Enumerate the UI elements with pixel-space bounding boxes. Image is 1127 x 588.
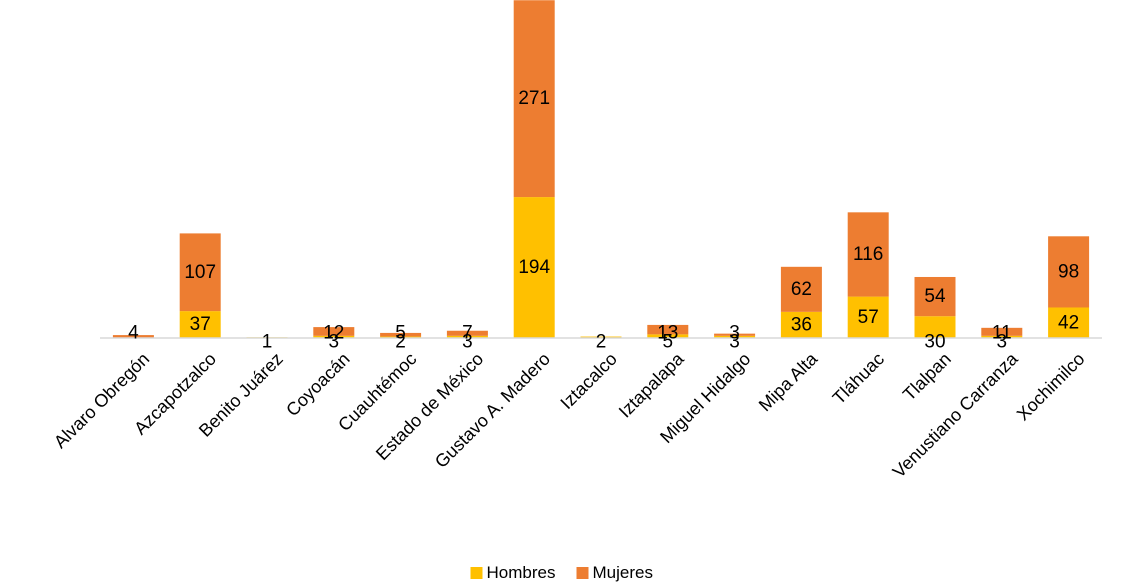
data-label-hombres-2: 1: [262, 332, 273, 353]
data-label-hombres-6: 194: [518, 257, 550, 278]
bar-mujeres-6: [513, 0, 555, 198]
bar-hombres-3: [313, 335, 355, 338]
bar-hombres-14: [1048, 307, 1090, 338]
bar-mujeres-12: [914, 276, 956, 317]
bar-mujeres-9: [714, 333, 756, 336]
data-label-hombres-7: 2: [596, 332, 607, 353]
bar-hombres-8: [647, 334, 689, 338]
bar-mujeres-1: [179, 233, 221, 312]
data-label-hombres-1: 37: [190, 314, 211, 335]
bar-mujeres-5: [446, 330, 488, 336]
data-label-hombres-4: 2: [395, 332, 406, 353]
data-label-mujeres-3: 12: [323, 323, 344, 344]
data-label-mujeres-0: 4: [128, 323, 139, 344]
data-label-hombres-12: 30: [924, 332, 945, 353]
data-label-mujeres-12: 54: [924, 286, 946, 307]
bar-mujeres-4: [380, 332, 422, 337]
legend-swatch-mujeres: [576, 567, 589, 579]
data-label-mujeres-14: 98: [1058, 261, 1079, 282]
data-label-mujeres-11: 116: [853, 244, 883, 265]
bar-mujeres-14: [1048, 236, 1090, 308]
bar-hombres-13: [981, 335, 1023, 338]
bar-hombres-12: [914, 316, 956, 338]
bar-mujeres-3: [313, 327, 355, 336]
bar-hombres-11: [847, 296, 889, 338]
data-label-mujeres-4: 5: [395, 323, 406, 344]
data-label-mujeres-8: 13: [657, 323, 678, 344]
data-label-mujeres-10: 62: [791, 279, 812, 300]
legend-swatch-hombres: [470, 567, 483, 579]
bar-mujeres-0: [112, 335, 154, 338]
data-label-hombres-3: 3: [329, 332, 340, 353]
category-label-11: Tláhuac: [829, 349, 888, 408]
data-label-hombres-8: 5: [663, 332, 674, 353]
data-label-hombres-14: 42: [1058, 312, 1079, 333]
bar-mujeres-13: [981, 327, 1023, 336]
data-label-hombres-11: 57: [858, 307, 879, 328]
category-label-13: Venustiano Carranza: [889, 348, 1023, 482]
bar-mujeres-11: [847, 212, 889, 297]
data-label-mujeres-5: 7: [462, 323, 473, 344]
data-label-mujeres-1: 107: [184, 262, 216, 283]
bar-hombres-6: [513, 197, 555, 338]
category-label-12: Tlalpan: [899, 349, 955, 405]
category-label-0: Alvaro Obregón: [50, 349, 153, 452]
data-label-hombres-13: 3: [997, 332, 1008, 353]
data-label-hombres-5: 3: [462, 332, 473, 353]
data-label-hombres-9: 3: [729, 332, 740, 353]
category-label-7: Iztacalco: [556, 349, 620, 413]
bar-hombres-1: [179, 311, 221, 338]
category-label-10: Mipa Alta: [755, 348, 822, 415]
bar-mujeres-10: [780, 266, 822, 312]
data-label-mujeres-9: 3: [729, 323, 740, 344]
category-label-14: Xochimilco: [1013, 349, 1089, 425]
bars-layer: [112, 0, 1090, 338]
data-label-hombres-10: 36: [791, 314, 812, 335]
data-label-mujeres-13: 11: [992, 323, 1012, 344]
legend: Hombres Mujeres: [470, 563, 653, 582]
category-label-3: Coyoacán: [282, 349, 353, 420]
bar-hombres-5: [446, 335, 488, 338]
bar-mujeres-8: [647, 324, 689, 335]
category-label-6: Gustavo A. Madero: [431, 349, 554, 472]
legend-label-hombres: Hombres: [487, 563, 556, 582]
bar-hombres-9: [714, 335, 756, 338]
data-label-mujeres-6: 271: [518, 88, 550, 109]
bar-hombres-10: [780, 311, 822, 338]
legend-label-mujeres: Mujeres: [593, 563, 653, 582]
